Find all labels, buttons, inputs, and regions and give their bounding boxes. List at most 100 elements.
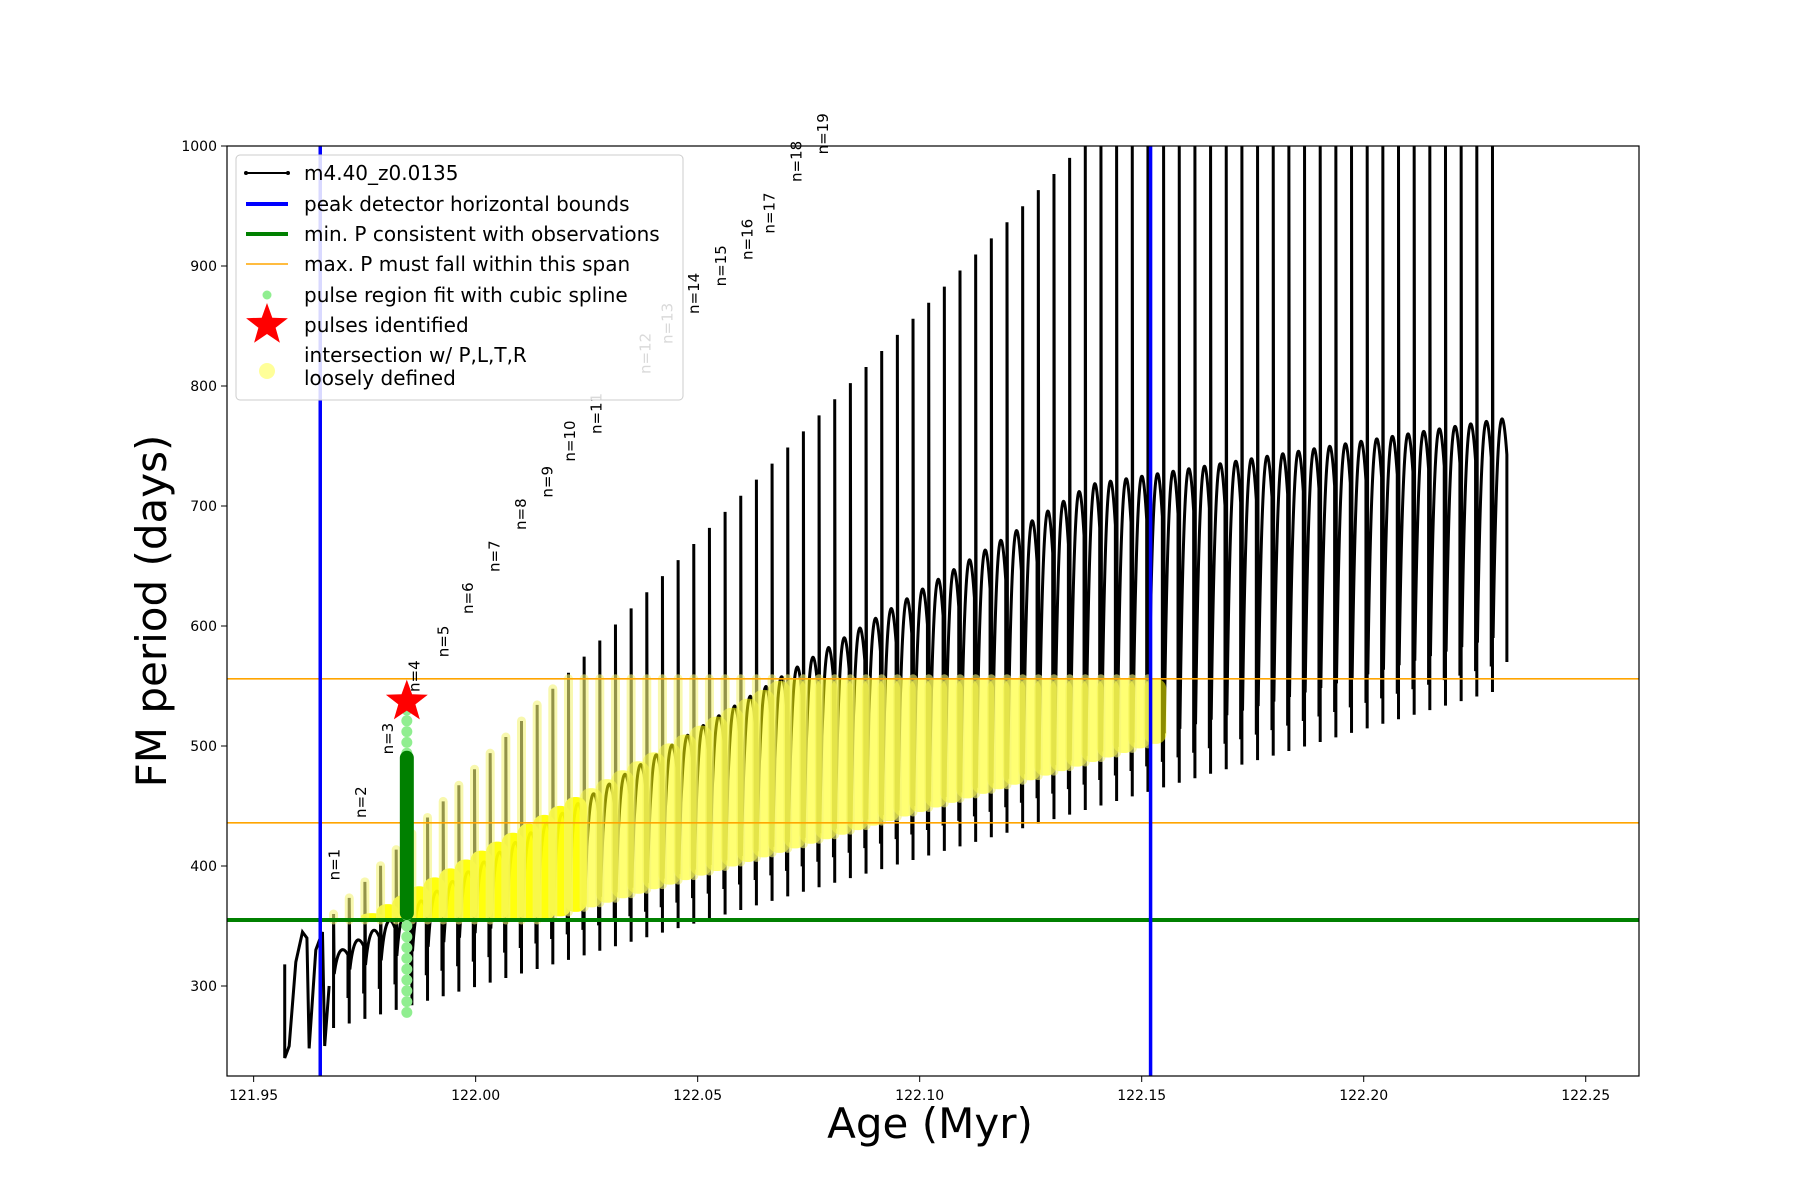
pulse-label: n=19 xyxy=(814,113,832,154)
y-tick-label: 300 xyxy=(190,979,217,995)
y-tick-label: 700 xyxy=(190,499,217,515)
legend-entry: pulse region fit with cubic spline xyxy=(262,283,628,307)
spline-point xyxy=(401,996,413,1008)
x-tick-label: 122.25 xyxy=(1561,1088,1610,1104)
pulse-label: n=6 xyxy=(459,582,477,614)
pulse-label: n=15 xyxy=(712,245,730,286)
spline-point xyxy=(401,952,413,964)
y-tick-label: 800 xyxy=(190,379,217,395)
pulse xyxy=(1443,146,1462,706)
legend-swatch xyxy=(262,290,272,300)
pulse-label: n=3 xyxy=(379,723,397,755)
green-fit-band xyxy=(399,750,414,920)
x-tick-label: 122.10 xyxy=(895,1088,944,1104)
spline-point xyxy=(401,963,413,975)
pulse-label: n=4 xyxy=(405,660,423,692)
spline-point xyxy=(401,920,413,932)
pulse xyxy=(1271,146,1290,756)
legend-entry: pulses identified xyxy=(246,303,469,343)
y-tick-label: 1000 xyxy=(181,139,217,155)
pulse xyxy=(363,881,381,1019)
legend-swatch xyxy=(259,363,275,379)
legend-swatch-dot xyxy=(286,171,290,175)
y-tick-label: 600 xyxy=(190,619,217,635)
legend-swatch xyxy=(246,303,288,343)
x-axis-title: Age (Myr) xyxy=(827,1099,1033,1148)
pulse-label: n=8 xyxy=(512,498,530,530)
x-tick-label: 122.15 xyxy=(1117,1088,1166,1104)
spline-point xyxy=(401,726,413,738)
y-axis-title: FM period (days) xyxy=(127,435,176,788)
pulse xyxy=(1490,146,1509,692)
pulse xyxy=(1224,146,1243,770)
pulse xyxy=(1428,146,1446,711)
x-tick-label: 122.05 xyxy=(673,1088,722,1104)
y-tick-label: 400 xyxy=(190,859,217,875)
legend-swatch-dot xyxy=(244,171,248,175)
pulse xyxy=(1459,146,1478,702)
y-tick-label: 900 xyxy=(190,259,217,275)
pulse-label: n=17 xyxy=(761,192,779,233)
legend-entry: min. P consistent with observations xyxy=(246,222,660,246)
spline-point xyxy=(401,942,413,954)
pulse-label: n=7 xyxy=(485,540,503,572)
pulse xyxy=(1287,146,1305,752)
identified-pulse-star xyxy=(385,679,428,720)
pulse xyxy=(1318,146,1337,742)
legend-label: pulses identified xyxy=(304,313,469,337)
pulse xyxy=(1397,146,1415,720)
pulse-label: n=1 xyxy=(326,849,344,881)
legend-entry: m4.40_z0.0135 xyxy=(244,161,459,185)
pulse xyxy=(1303,146,1321,747)
pulse xyxy=(332,913,350,1028)
spline-point xyxy=(401,736,413,748)
legend-label: min. P consistent with observations xyxy=(304,222,660,246)
x-axis: 121.95 122.00 122.05 122.10 122.15 122.20 122.… xyxy=(229,1076,1610,1104)
legend-entry: peak detector horizontal bounds xyxy=(246,192,630,216)
legend-label: max. P must fall within this span xyxy=(304,252,630,276)
pulse-label: n=16 xyxy=(739,219,757,260)
pulse-label: n=11 xyxy=(588,393,606,434)
legend-label: m4.40_z0.0135 xyxy=(304,161,459,185)
pulse xyxy=(1240,146,1258,765)
spline-point xyxy=(401,931,413,943)
pulse xyxy=(379,865,397,1015)
identified-pulses xyxy=(385,679,428,720)
pulse-label: n=10 xyxy=(561,420,579,461)
lead-in-pulses xyxy=(283,928,331,1059)
spline-point xyxy=(401,985,413,997)
legend-label: pulse region fit with cubic spline xyxy=(304,283,628,307)
legend-entry: max. P must fall within this span xyxy=(246,252,630,276)
pulse-label: n=5 xyxy=(434,626,452,658)
pulse xyxy=(1365,146,1384,729)
x-tick-label: 121.95 xyxy=(229,1088,278,1104)
pulse xyxy=(1193,146,1211,779)
pulse-label: n=2 xyxy=(352,786,370,818)
pulse xyxy=(1256,146,1274,761)
pulse xyxy=(1475,146,1493,697)
horizontal-lines xyxy=(227,677,1639,922)
plot-area xyxy=(227,146,1639,1076)
x-tick-label: 122.00 xyxy=(451,1088,500,1104)
spline-point xyxy=(401,974,413,986)
spline-point xyxy=(401,715,413,727)
pulse xyxy=(1334,146,1352,738)
pulse xyxy=(1381,146,1399,724)
spline-point xyxy=(401,1006,413,1018)
intersection-region xyxy=(329,674,1167,925)
y-axis: 300 400 500 600 700 800 900 1000 xyxy=(181,139,227,995)
pulse xyxy=(1350,146,1368,733)
pulse-label: n=18 xyxy=(787,141,805,182)
pulse-label: n=14 xyxy=(685,273,703,314)
spline-fit xyxy=(399,704,414,1018)
pulse xyxy=(347,897,366,1024)
legend-label: peak detector horizontal bounds xyxy=(304,192,630,216)
pulse xyxy=(1412,146,1431,715)
pulse-label: n=9 xyxy=(539,466,557,498)
plot-frame xyxy=(226,145,1640,1077)
pulse xyxy=(1209,146,1227,774)
legend-box xyxy=(235,154,684,401)
